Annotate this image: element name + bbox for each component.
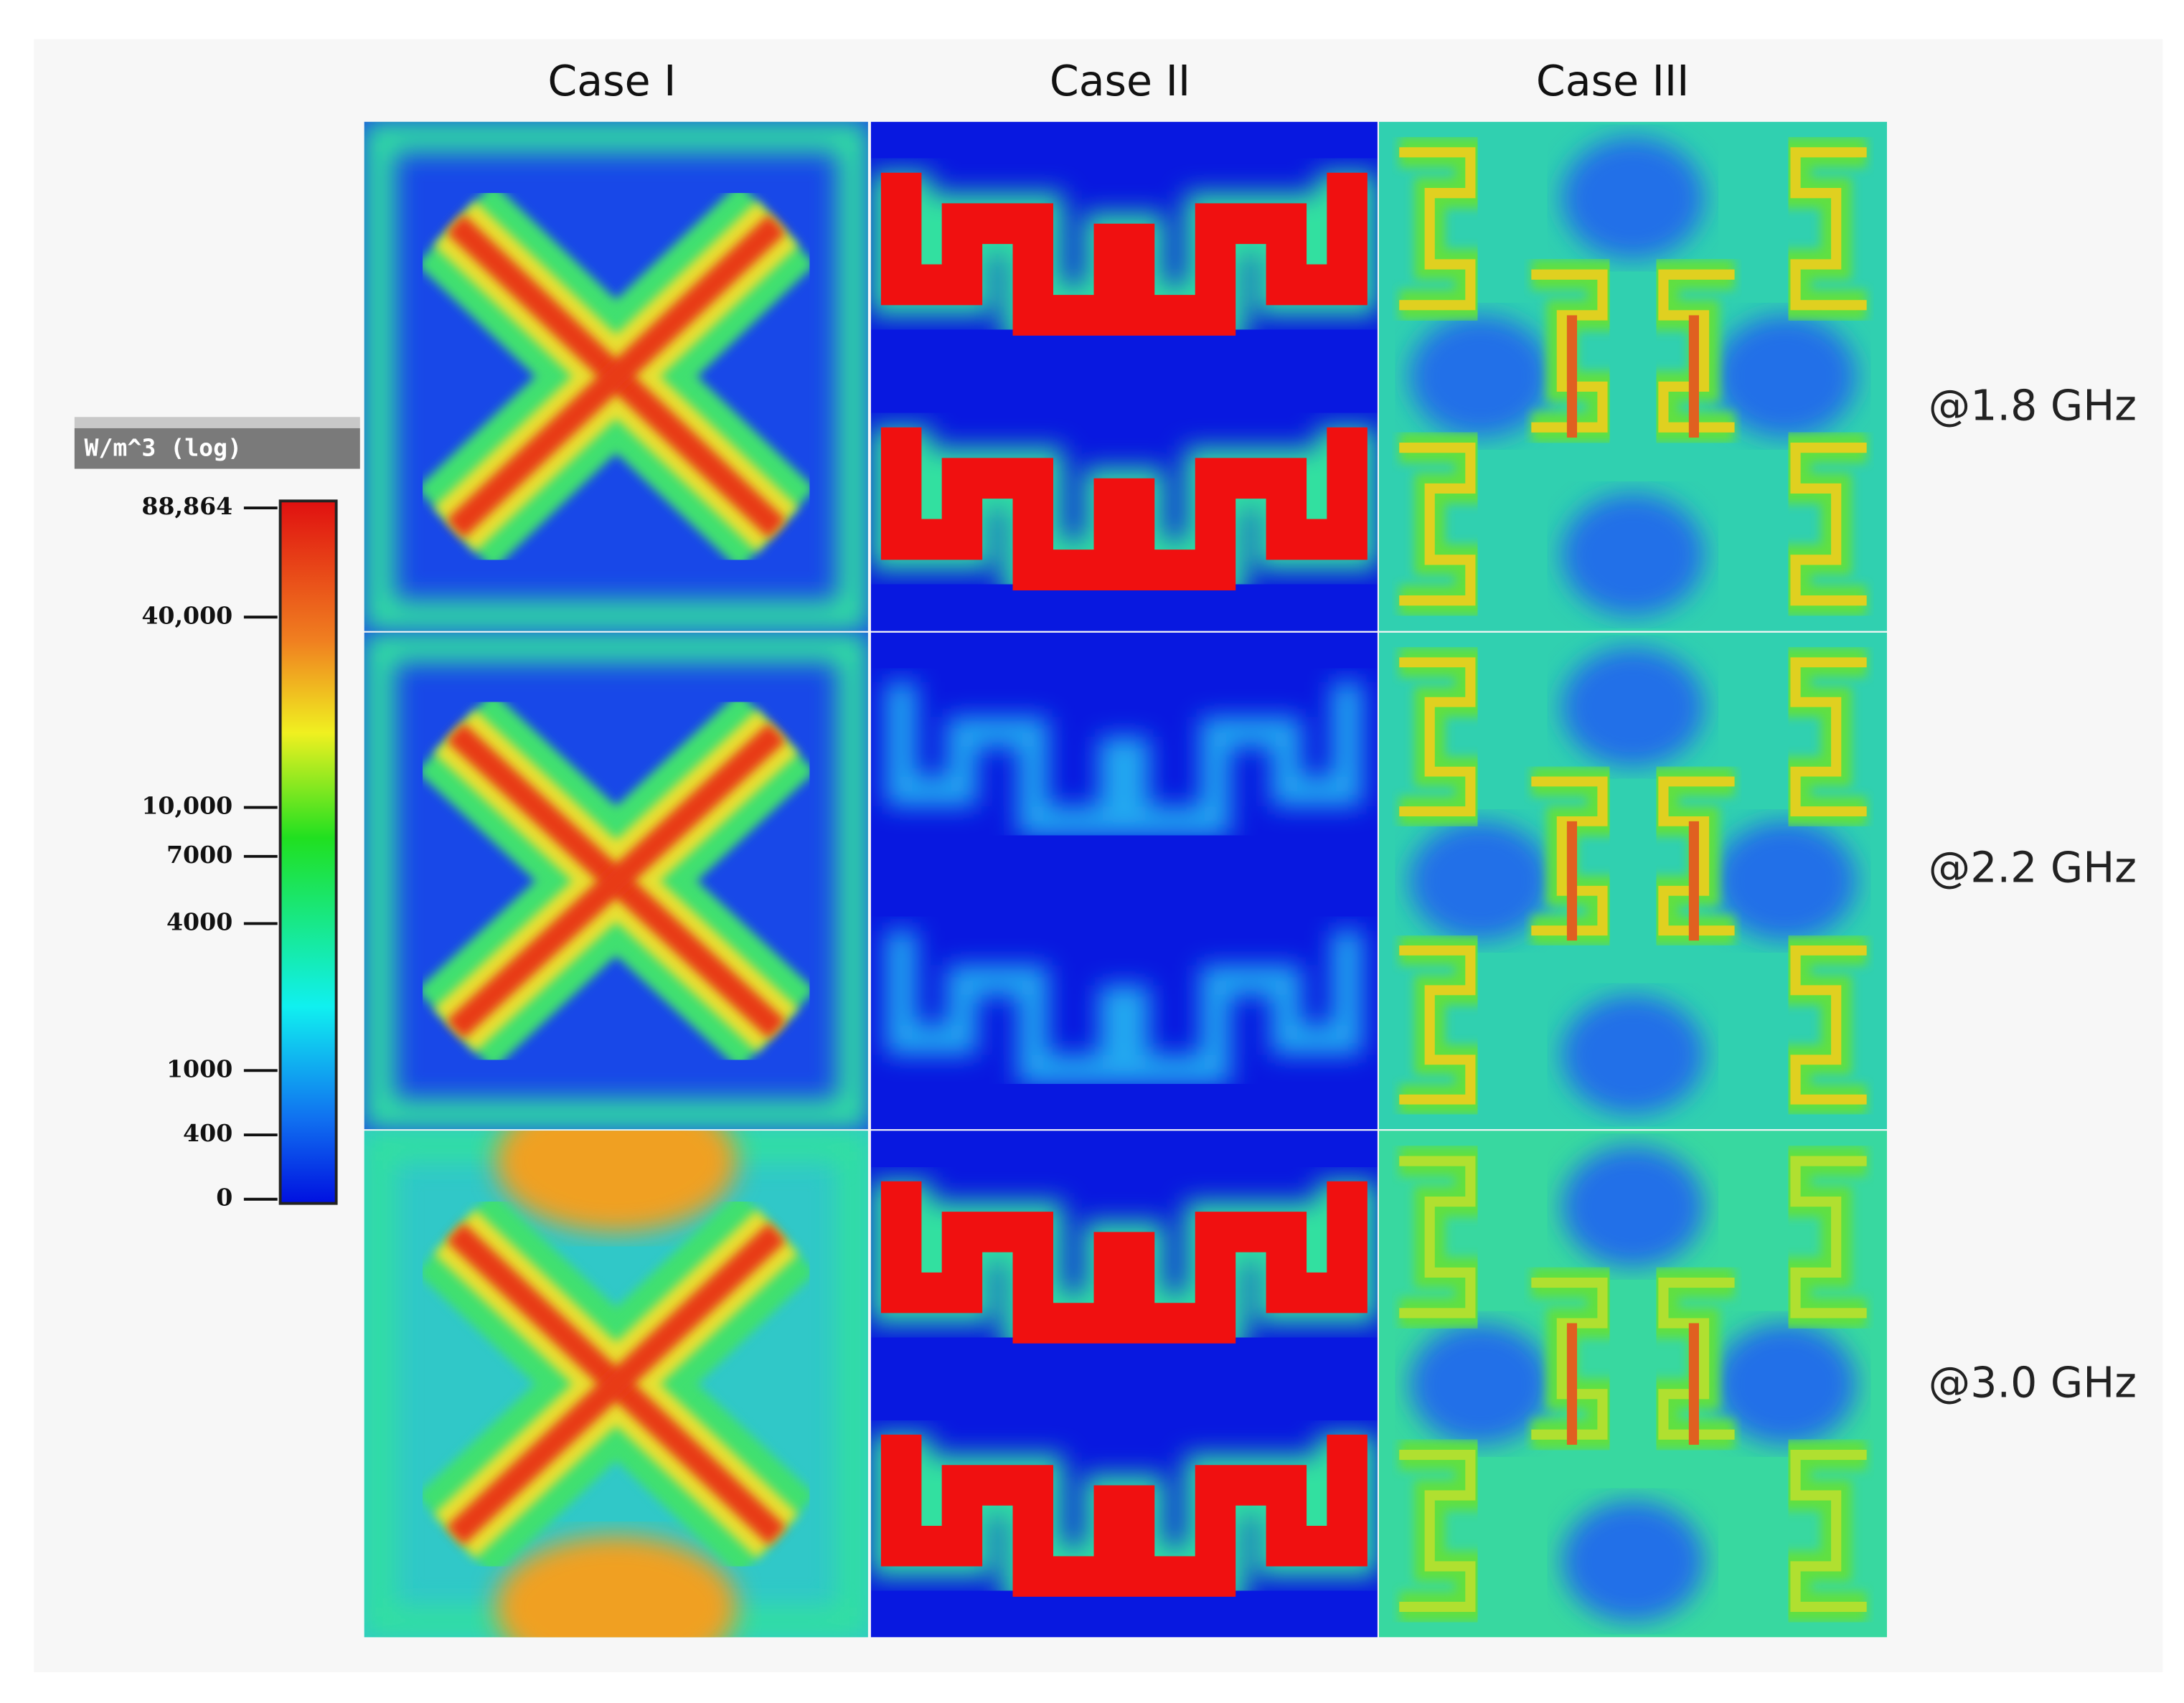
field-band: [1399, 1450, 1476, 1613]
colorbar: W/m^3 (log): [74, 417, 360, 1205]
colorbar-header: [74, 428, 360, 469]
field-panel: [870, 632, 1378, 1130]
field-band: [1531, 269, 1608, 433]
field-cold: [1409, 315, 1552, 438]
colorbar-tick-label: 1000: [166, 1055, 232, 1082]
field-band: [880, 1434, 1368, 1597]
row-label: @2.2 GHz: [1929, 843, 2137, 892]
field-edge: [364, 121, 868, 631]
field-outline: [885, 681, 1362, 836]
field-cold: [1561, 647, 1705, 767]
field-band: [1658, 776, 1735, 936]
field-maps: [364, 121, 1887, 1638]
colorbar-tick-label: 400: [183, 1119, 232, 1147]
field-outline: [885, 930, 1362, 1085]
field-hot: [495, 1536, 738, 1638]
field-panel: [1378, 1131, 1887, 1638]
field-panel: [364, 632, 868, 1130]
field-band: [446, 214, 786, 539]
field-band: [1399, 147, 1476, 311]
column-header: Case I: [547, 57, 676, 105]
field-cold: [1561, 137, 1705, 260]
field-panel: [364, 1131, 868, 1638]
field-cold: [1561, 1500, 1705, 1623]
colorbar-tick-label: 88,864: [141, 492, 232, 520]
field-panel: [1378, 121, 1887, 631]
field-panel: [870, 121, 1378, 631]
field-band: [1399, 443, 1476, 606]
field-band: [1790, 443, 1867, 606]
colorbar-tick-label: 10,000: [141, 792, 232, 820]
field-band: [1790, 1156, 1867, 1318]
field-cold: [1409, 821, 1552, 941]
colorbar-scale: [278, 499, 338, 1205]
field-hot: [495, 1131, 738, 1232]
field-edge: [364, 632, 868, 1130]
field-band: [1790, 1450, 1867, 1613]
field-band: [1399, 657, 1476, 816]
field-band: [1399, 945, 1476, 1105]
field-band: [880, 427, 1368, 590]
field-band: [1658, 1277, 1735, 1440]
column-header: Case III: [1536, 57, 1690, 105]
field-band: [1790, 945, 1867, 1105]
field-band: [1790, 657, 1867, 816]
field-panel: [870, 1131, 1378, 1638]
colorbar-title: W/m^3 (log): [84, 434, 242, 462]
field-band: [446, 1222, 786, 1545]
field-panel: [364, 121, 868, 631]
field-cold: [1561, 494, 1705, 616]
row-label: @3.0 GHz: [1929, 1358, 2137, 1407]
field-band: [1790, 147, 1867, 311]
field-cold: [1714, 1323, 1857, 1445]
colorbar-tick-label: 7000: [166, 841, 232, 869]
colorbar-tick-label: 0: [216, 1184, 232, 1212]
column-header: Case II: [1050, 57, 1190, 105]
field-cold: [1561, 1146, 1705, 1268]
field-band: [880, 1181, 1368, 1344]
field-cold: [1409, 1323, 1552, 1445]
colorbar-tick-label: 40,000: [141, 601, 232, 629]
field-panel: [1378, 632, 1887, 1130]
field-band: [446, 722, 786, 1039]
colorbar-tick-label: 4000: [166, 907, 232, 935]
row-label: @1.8 GHz: [1929, 382, 2137, 430]
field-cold: [1714, 315, 1857, 438]
field-band: [1399, 1156, 1476, 1318]
colorbar-header-edge: [74, 417, 360, 428]
field-cold: [1714, 821, 1857, 941]
field-band: [1658, 269, 1735, 433]
field-band: [1531, 1277, 1608, 1440]
field-cold: [1561, 995, 1705, 1115]
field-band: [1531, 776, 1608, 936]
field-band: [880, 172, 1368, 336]
